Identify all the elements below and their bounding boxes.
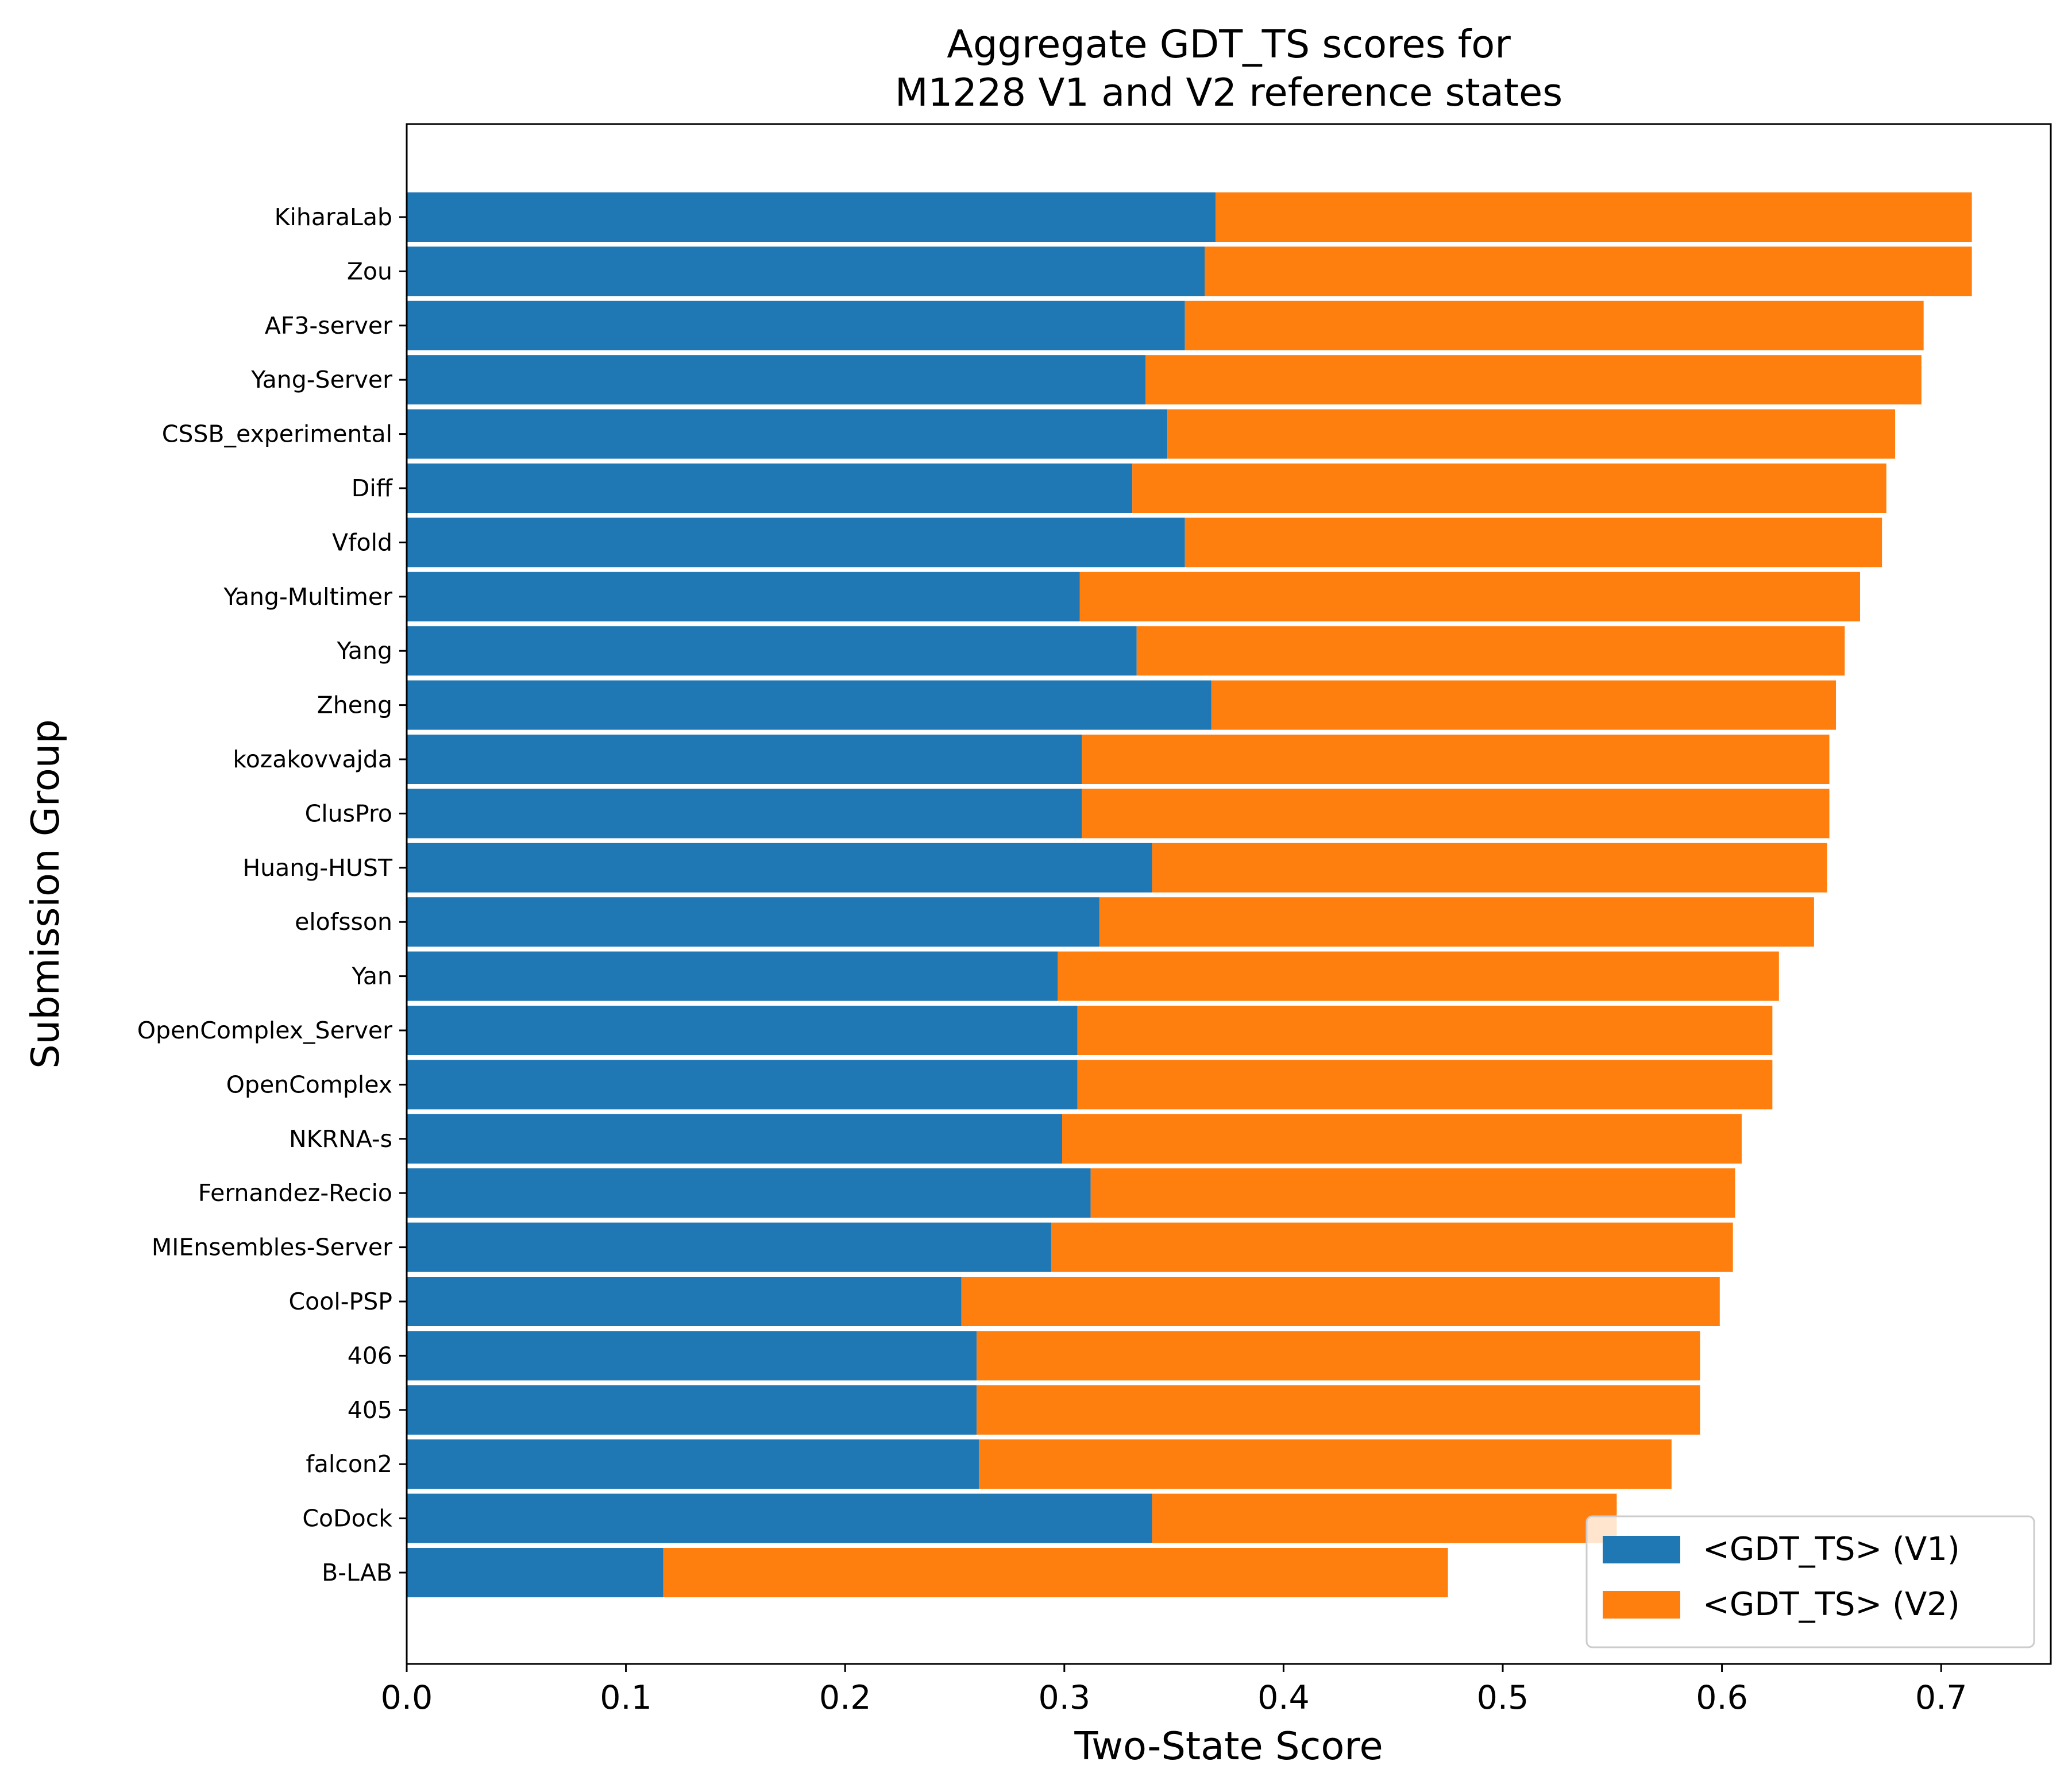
ytick-label: Yang: [336, 637, 392, 665]
ytick-label: elofsson: [295, 908, 392, 936]
ytick-label: Yan: [351, 963, 392, 990]
ytick-label: 406: [348, 1342, 392, 1369]
legend-swatch: [1603, 1591, 1680, 1619]
bar-v2-4: [1167, 409, 1896, 459]
bar-v1-6: [407, 517, 1185, 567]
bar-v2-2: [1185, 300, 1924, 350]
xtick-label: 0.5: [1477, 1679, 1529, 1717]
bar-v2-15: [1077, 1006, 1773, 1055]
bar-v1-3: [407, 355, 1145, 405]
xtick-label: 0.7: [1915, 1679, 1967, 1717]
bar-v2-8: [1136, 626, 1845, 676]
bar-v1-16: [407, 1060, 1078, 1110]
legend-label: <GDT_TS> (V1): [1703, 1531, 1960, 1568]
xtick-label: 0.4: [1257, 1679, 1310, 1717]
bar-v1-0: [407, 192, 1216, 242]
ytick-label: OpenComplex: [226, 1071, 392, 1098]
bar-v2-16: [1077, 1060, 1773, 1110]
bar-v1-1: [407, 246, 1205, 296]
ytick-label: Huang-HUST: [242, 854, 393, 882]
legend-swatch: [1603, 1536, 1680, 1563]
ytick-label: Vfold: [332, 528, 392, 556]
bar-v1-22: [407, 1385, 977, 1435]
bar-v1-20: [407, 1277, 962, 1326]
plot-frame: [406, 123, 2052, 1665]
bar-v2-11: [1082, 789, 1830, 839]
bar-v2-18: [1090, 1168, 1735, 1218]
bar-v1-10: [407, 735, 1082, 784]
ytick-label: KiharaLab: [275, 203, 392, 231]
bar-v2-3: [1145, 355, 1922, 405]
bar-v2-6: [1185, 517, 1882, 567]
ytick-label: 405: [348, 1396, 392, 1424]
ytick-label: Yang-Server: [250, 366, 392, 393]
bar-v2-17: [1062, 1114, 1742, 1164]
bar-v2-1: [1205, 246, 1972, 296]
ytick-label: MIEnsembles-Server: [152, 1234, 392, 1261]
bar-v1-13: [407, 897, 1099, 947]
bar-v1-14: [407, 951, 1058, 1001]
bar-v2-20: [961, 1277, 1720, 1326]
bar-v1-4: [407, 409, 1168, 459]
ytick-label: Cool-PSP: [289, 1288, 392, 1315]
bar-v2-10: [1082, 735, 1830, 784]
ytick-label: CSSB_experimental: [162, 420, 392, 448]
chart-title: Aggregate GDT_TS scores for: [947, 22, 1511, 67]
bar-v1-12: [407, 843, 1152, 893]
bar-v1-19: [407, 1222, 1051, 1272]
bar-v1-8: [407, 626, 1137, 676]
bar-v1-5: [407, 464, 1133, 513]
y-axis-label: Submission Group: [23, 719, 68, 1069]
ytick-label: Yang-Multimer: [223, 583, 392, 611]
ytick-label: kozakovvajda: [233, 746, 392, 773]
bar-v1-24: [407, 1493, 1152, 1543]
bar-v1-25: [407, 1548, 663, 1597]
x-axis-label: Two-State Score: [1074, 1724, 1383, 1768]
bar-v1-18: [407, 1168, 1091, 1218]
bar-v2-24: [1152, 1493, 1617, 1543]
bar-v2-12: [1152, 843, 1827, 893]
bar-v1-9: [407, 680, 1212, 730]
ytick-label: B-LAB: [322, 1559, 392, 1586]
ytick-label: Zheng: [317, 692, 392, 719]
bar-v2-9: [1211, 680, 1836, 730]
bar-v1-17: [407, 1114, 1062, 1164]
bar-v2-0: [1216, 192, 1972, 242]
bar-v2-25: [663, 1548, 1448, 1597]
bar-v1-21: [407, 1331, 977, 1381]
bar-v1-2: [407, 300, 1185, 350]
bar-v2-19: [1051, 1222, 1733, 1272]
bar-v1-7: [407, 571, 1080, 621]
ytick-label: NKRNA-s: [289, 1125, 392, 1153]
ytick-label: CoDock: [302, 1505, 392, 1532]
bar-v1-23: [407, 1439, 979, 1489]
legend-box: [1585, 1515, 2035, 1648]
xtick-label: 0.6: [1696, 1679, 1748, 1717]
ytick-label: ClusPro: [305, 800, 392, 827]
xtick-label: 0.0: [381, 1679, 433, 1717]
ytick-label: OpenComplex_Server: [137, 1017, 392, 1044]
bar-v1-11: [407, 789, 1082, 839]
xtick-label: 0.3: [1038, 1679, 1090, 1717]
bar-v2-7: [1079, 571, 1861, 621]
bar-v2-23: [978, 1439, 1672, 1489]
chart-title: M1228 V1 and V2 reference states: [895, 70, 1562, 115]
ytick-label: Zou: [347, 257, 392, 285]
legend-label: <GDT_TS> (V2): [1703, 1586, 1960, 1623]
bar-v2-14: [1058, 951, 1779, 1001]
bar-v2-13: [1099, 897, 1814, 947]
ytick-label: Diff: [352, 474, 393, 502]
bar-v2-21: [977, 1331, 1700, 1381]
ytick-label: AF3-server: [265, 312, 392, 339]
ytick-label: falcon2: [306, 1450, 392, 1478]
bar-v1-15: [407, 1006, 1078, 1055]
xtick-label: 0.1: [600, 1679, 652, 1717]
bar-v2-5: [1132, 464, 1886, 513]
bar-v2-22: [977, 1385, 1700, 1435]
ytick-label: Fernandez-Recio: [198, 1179, 392, 1207]
xtick-label: 0.2: [819, 1679, 871, 1717]
